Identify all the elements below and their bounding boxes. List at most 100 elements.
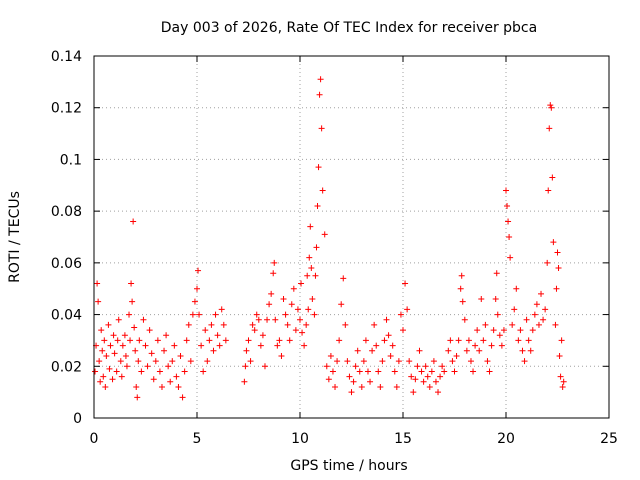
data-point <box>212 311 219 318</box>
data-point <box>278 352 285 359</box>
data-point <box>206 337 213 344</box>
data-point <box>309 296 316 303</box>
data-point <box>161 347 168 354</box>
data-point <box>128 280 135 287</box>
data-point <box>470 368 477 375</box>
data-point <box>408 373 415 380</box>
data-point <box>414 363 421 370</box>
y-tick-label: 0 <box>73 411 82 427</box>
data-point <box>441 368 448 375</box>
data-point <box>496 332 503 339</box>
data-point <box>298 280 305 287</box>
data-point <box>358 383 365 390</box>
data-point <box>527 347 534 354</box>
data-point <box>117 358 124 365</box>
data-point <box>463 347 470 354</box>
data-point <box>540 316 547 323</box>
data-point <box>274 342 281 349</box>
data-point <box>107 342 114 349</box>
data-point <box>133 383 140 390</box>
data-point <box>314 202 321 209</box>
x-tick-label: 15 <box>394 431 412 447</box>
data-point <box>321 231 328 238</box>
x-axis-label: GPS time / hours <box>290 458 407 474</box>
data-point <box>138 368 145 375</box>
y-tick-label: 0.12 <box>51 101 82 117</box>
data-point <box>432 378 439 385</box>
data-point <box>506 234 513 240</box>
data-point <box>486 368 493 375</box>
data-point <box>272 316 279 323</box>
data-point <box>329 368 336 375</box>
data-point <box>171 342 178 349</box>
data-point <box>96 358 103 365</box>
data-point <box>360 358 367 365</box>
data-point <box>356 368 363 375</box>
data-point <box>555 265 562 272</box>
data-point <box>306 254 313 261</box>
data-point <box>504 202 511 209</box>
data-point <box>553 285 560 292</box>
data-point <box>346 373 353 380</box>
data-point <box>348 389 355 396</box>
data-point <box>418 368 425 375</box>
data-point <box>373 342 380 349</box>
data-point <box>371 321 378 328</box>
data-point <box>175 383 182 390</box>
data-point <box>393 383 400 390</box>
data-point <box>484 358 491 365</box>
y-tick-label: 0.08 <box>51 204 82 220</box>
data-point <box>389 342 396 349</box>
data-point <box>200 368 207 375</box>
data-point <box>535 321 542 328</box>
data-point <box>208 321 215 328</box>
data-point <box>181 368 188 375</box>
data-point <box>242 363 249 370</box>
data-point <box>154 337 161 344</box>
data-point <box>99 347 106 354</box>
data-point <box>447 337 454 344</box>
data-point <box>544 259 551 266</box>
data-point <box>554 249 561 256</box>
data-point <box>255 316 262 323</box>
data-point <box>422 363 429 370</box>
data-point <box>152 358 159 365</box>
data-point <box>364 368 371 375</box>
data-point <box>515 337 522 344</box>
data-point <box>264 316 271 323</box>
data-point <box>476 347 483 354</box>
data-point <box>461 316 468 323</box>
data-point <box>121 332 128 339</box>
data-point <box>204 358 211 365</box>
data-point <box>552 321 559 328</box>
y-tick-label: 0.02 <box>51 359 82 375</box>
data-point <box>119 342 126 349</box>
data-point <box>115 316 122 323</box>
data-point <box>257 342 264 349</box>
data-point <box>198 342 205 349</box>
data-point <box>210 347 217 354</box>
points-layer <box>92 76 567 401</box>
data-point <box>523 316 530 323</box>
data-point <box>404 306 411 313</box>
data-point <box>94 280 101 287</box>
y-tick-label: 0.06 <box>51 256 82 272</box>
data-point <box>542 306 549 313</box>
data-point <box>109 376 116 383</box>
data-point <box>400 327 406 334</box>
data-point <box>350 378 357 385</box>
data-point <box>323 363 330 370</box>
data-point <box>550 239 557 246</box>
data-point <box>503 187 509 194</box>
data-point <box>352 363 359 370</box>
data-point <box>195 267 202 274</box>
data-point <box>548 104 555 111</box>
data-point <box>557 373 564 380</box>
data-point <box>377 383 384 390</box>
data-point <box>406 358 413 365</box>
data-point <box>105 321 112 328</box>
data-point <box>480 337 487 344</box>
data-point <box>367 378 374 385</box>
data-point <box>336 337 343 344</box>
data-point <box>340 275 347 282</box>
